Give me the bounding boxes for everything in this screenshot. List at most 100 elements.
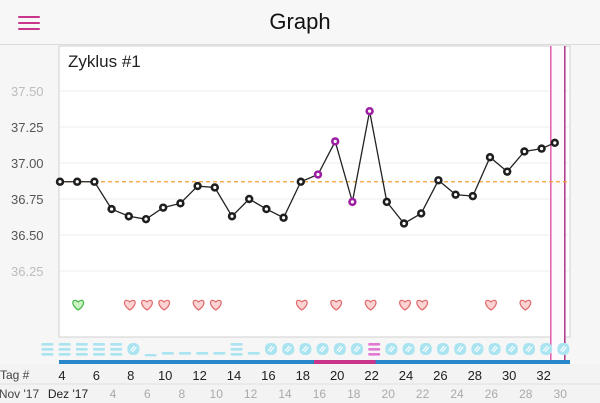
intercourse-heart-icon[interactable]	[209, 299, 222, 311]
day-tick-label: 30	[502, 368, 516, 383]
mucus-lines-icon[interactable]	[368, 348, 381, 351]
mucus-eggwhite-icon[interactable]	[316, 343, 329, 355]
mucus-eggwhite-icon[interactable]	[402, 343, 415, 355]
mucus-lines-icon[interactable]	[161, 352, 174, 355]
mucus-lines-icon[interactable]	[75, 353, 88, 356]
mucus-lines-icon[interactable]	[75, 348, 88, 351]
page-title: Graph	[269, 9, 331, 34]
intercourse-heart-icon[interactable]	[330, 299, 343, 311]
mucus-eggwhite-mark	[353, 345, 361, 353]
mucus-eggwhite-icon[interactable]	[437, 343, 449, 355]
bbt-chart[interactable]: 37.50 37.25 37.00 36.75 36.50 36.25 Zyklus #1 T…	[0, 45, 600, 403]
mucus-lines-icon[interactable]	[110, 348, 123, 351]
mucus-lines-icon[interactable]	[93, 343, 105, 346]
mucus-lines-icon[interactable]	[110, 353, 123, 356]
mucus-eggwhite-mark	[129, 345, 137, 353]
day-tick-label: 18	[296, 368, 310, 383]
mucus-lines-icon[interactable]	[230, 353, 243, 356]
day-tick-label: 28	[468, 368, 482, 383]
temperature-point-center	[144, 217, 148, 221]
mucus-eggwhite-icon[interactable]	[351, 343, 363, 355]
day-row-label: Tag #	[0, 368, 30, 382]
mucus-lines-icon[interactable]	[75, 343, 88, 346]
mucus-eggwhite-icon[interactable]	[265, 343, 277, 355]
mucus-eggwhite-icon[interactable]	[471, 343, 484, 355]
intercourse-heart-icon[interactable]	[485, 299, 497, 311]
mucus-lines-icon[interactable]	[368, 353, 381, 356]
date-tick-label: 28	[519, 387, 533, 401]
temperature-point-center	[402, 221, 406, 226]
mucus-eggwhite-icon[interactable]	[127, 343, 140, 355]
mucus-lines-icon[interactable]	[41, 343, 54, 346]
mucus-lines-icon[interactable]	[230, 343, 243, 346]
mucus-eggwhite-icon[interactable]	[540, 343, 553, 355]
day-tick-label: 20	[330, 368, 344, 383]
day-tick-label: 26	[433, 368, 447, 383]
intercourse-heart-icon[interactable]	[416, 299, 429, 311]
intercourse-heart-icon[interactable]	[295, 299, 308, 311]
mucus-eggwhite-mark	[439, 345, 447, 353]
intercourse-heart-icon[interactable]	[123, 299, 136, 311]
temperature-point-center	[110, 207, 114, 211]
mucus-eggwhite-icon[interactable]	[299, 343, 312, 355]
mucus-lines-icon[interactable]	[41, 353, 54, 356]
mucus-lines-icon[interactable]	[247, 352, 260, 355]
mucus-eggwhite-icon[interactable]	[557, 343, 570, 355]
mucus-eggwhite-mark	[559, 345, 567, 353]
intercourse-heart-icon[interactable]	[399, 299, 411, 311]
day-tick-label: 6	[93, 368, 100, 383]
hamburger-menu-icon[interactable]	[14, 10, 44, 36]
mucus-eggwhite-icon[interactable]	[333, 343, 346, 355]
mucus-lines-icon[interactable]	[110, 343, 123, 346]
mucus-lines-icon[interactable]	[213, 352, 226, 355]
mucus-eggwhite-mark	[267, 345, 275, 353]
mucus-eggwhite-icon[interactable]	[419, 343, 432, 355]
intercourse-heart-icon[interactable]	[192, 299, 205, 311]
day-tick-label: 14	[227, 368, 241, 383]
intercourse-heart-icon[interactable]	[158, 299, 171, 311]
mucus-flat-icon[interactable]	[144, 354, 157, 357]
fertile-band	[314, 360, 376, 364]
mucus-lines-icon[interactable]	[196, 352, 209, 355]
mucus-eggwhite-mark	[456, 345, 464, 353]
mucus-lines-icon[interactable]	[93, 348, 105, 351]
temperature-point-center	[230, 214, 234, 218]
y-tick-label: 37.00	[11, 156, 44, 171]
date-tick-label: 24	[450, 387, 464, 401]
intercourse-heart-icon[interactable]	[519, 299, 532, 311]
date-tick-label: 16	[313, 387, 327, 401]
temperature-point-center	[58, 180, 62, 184]
mucus-eggwhite-icon[interactable]	[282, 343, 295, 355]
mucus-eggwhite-icon[interactable]	[385, 343, 398, 355]
date-tick-label: 30	[554, 387, 568, 401]
temperature-point-center	[264, 207, 268, 211]
temperature-point-center	[127, 214, 131, 218]
intercourse-heart-icon[interactable]	[72, 299, 85, 311]
mucus-eggwhite-icon[interactable]	[488, 343, 501, 355]
temperature-point-center	[419, 211, 423, 215]
chart-title: Zyklus #1	[68, 52, 141, 71]
mucus-lines-icon[interactable]	[368, 343, 381, 346]
y-tick-label: 36.50	[11, 228, 44, 243]
mucus-lines-icon[interactable]	[58, 343, 71, 346]
mucus-eggwhite-mark	[301, 345, 309, 353]
mucus-eggwhite-mark	[387, 345, 395, 353]
mucus-lines-icon[interactable]	[41, 348, 54, 351]
mucus-lines-icon[interactable]	[93, 353, 105, 356]
temperature-point-center	[505, 170, 509, 174]
mucus-lines-icon[interactable]	[179, 352, 191, 355]
temperature-point-center	[299, 180, 303, 184]
temperature-point-center	[196, 184, 200, 188]
mucus-lines-icon[interactable]	[58, 348, 71, 351]
mucus-eggwhite-icon[interactable]	[454, 343, 467, 355]
mucus-lines-icon[interactable]	[230, 348, 243, 351]
mucus-eggwhite-icon[interactable]	[523, 343, 535, 355]
y-tick-label: 36.25	[11, 264, 44, 279]
top-bar: Graph	[0, 0, 600, 45]
mucus-eggwhite-icon[interactable]	[505, 343, 518, 355]
mucus-lines-icon[interactable]	[58, 353, 71, 356]
intercourse-heart-icon[interactable]	[141, 299, 153, 311]
temperature-point-center	[178, 201, 182, 205]
intercourse-heart-icon[interactable]	[364, 299, 377, 311]
day-tick-label: 16	[261, 368, 275, 383]
